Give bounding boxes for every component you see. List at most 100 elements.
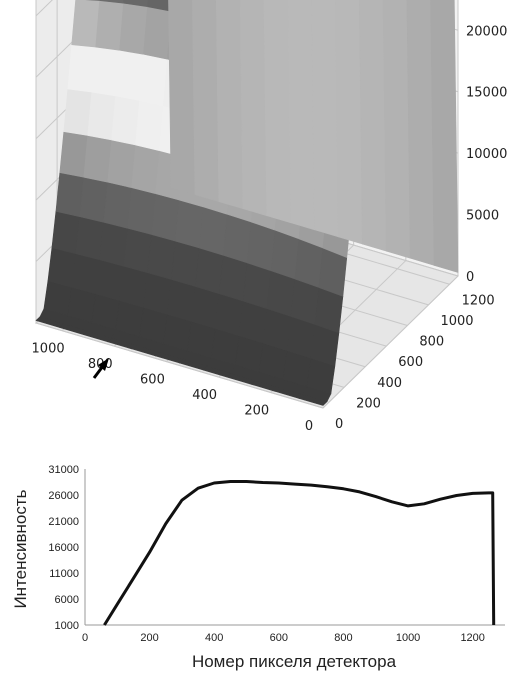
surface-patch (191, 286, 220, 329)
surface-patch (131, 144, 160, 195)
surface-patch (123, 227, 152, 274)
surface-patch (335, 0, 363, 245)
x-tick-label: 600 (140, 373, 165, 388)
y-tick-label: 21000 (48, 516, 79, 528)
arrow-marker (92, 358, 109, 379)
z-tick-label: 15000 (466, 86, 507, 101)
surface-patch (115, 49, 144, 101)
x-tick-label: 1200 (460, 632, 484, 644)
y-axis-label: Интенсивность (11, 489, 30, 608)
y-tick-label: 1200 (462, 293, 495, 308)
surface-patch (95, 0, 124, 51)
surface-patch (83, 135, 112, 183)
z-tick-label: 0 (466, 270, 474, 285)
x-tick-label: 800 (334, 632, 352, 644)
z-tick-label: 5000 (466, 209, 499, 224)
surface-patch (99, 0, 125, 4)
surface-patch (168, 0, 196, 196)
y-tick-label: 31000 (48, 464, 79, 476)
surface-patch (119, 2, 148, 55)
surface-patch (218, 254, 248, 302)
y-tick-label: 6000 (55, 594, 79, 606)
surface-patch (382, 0, 411, 259)
surface-patch (103, 181, 132, 229)
y-tick-label: 16000 (48, 542, 79, 554)
y-tick-label: 11000 (49, 568, 79, 580)
surface-patch (242, 262, 272, 310)
surface-patch (63, 88, 93, 136)
surface-patch (246, 221, 276, 272)
intensity-series (103, 480, 496, 626)
surface-patch (406, 0, 435, 266)
intensity-surface (35, 0, 459, 406)
surface-patch (75, 216, 105, 261)
x-tick-label: 0 (82, 632, 88, 644)
series-line (103, 480, 496, 626)
z-tick-label: 20000 (466, 24, 507, 39)
y-axis-tick-labels: 1000 6000 11000 16000 21000 26000 31000 (48, 464, 79, 632)
surface-patch (111, 95, 140, 146)
surface-plot-3d: 0200400600800100002004006008001000120005… (32, 0, 508, 434)
x-tick-label: 400 (205, 632, 223, 644)
surface-patch (67, 44, 97, 93)
surface-patch (358, 0, 387, 252)
surface-patch (123, 0, 149, 8)
y-tick-label: 600 (398, 355, 423, 370)
x-tick-label: 200 (244, 404, 269, 419)
surface-patch (71, 253, 101, 295)
x-tick-label: 200 (140, 632, 158, 644)
surface-patch (167, 279, 196, 322)
surface-plot-tick-labels: 0200400600800100002004006008001000120005… (32, 24, 508, 434)
surface-patch (119, 265, 148, 308)
surface-patch (287, 0, 315, 231)
surface-patch (151, 193, 180, 242)
x-tick-label: 600 (270, 632, 288, 644)
surface-patch (199, 206, 228, 256)
surface-patch (59, 131, 89, 178)
surface-patch (87, 91, 116, 141)
surface-patch (239, 0, 268, 217)
z-tick-label: 10000 (466, 147, 507, 162)
surface-patch (107, 139, 136, 189)
grid-line (322, 275, 459, 409)
intensity-profile-chart: 1000 6000 11000 16000 21000 26000 31000 0 200 40… (11, 464, 505, 671)
surface-patch (143, 6, 172, 60)
surface-patch (91, 46, 120, 97)
surface-patch (135, 100, 164, 152)
surface-patch (127, 187, 156, 235)
y-tick-label: 200 (356, 396, 381, 411)
surface-patch (71, 0, 100, 48)
y-tick-label: 1000 (440, 314, 473, 329)
surface-patch (263, 0, 291, 224)
surface-patch (147, 234, 176, 280)
x-axis-label: Номер пикселя детектора (192, 652, 397, 671)
chart-frame (84, 469, 505, 626)
x-tick-label: 1000 (396, 632, 420, 644)
surface-patch (143, 272, 172, 315)
surface-patch (215, 0, 244, 210)
surface-patch (95, 259, 124, 301)
surface-patch (430, 0, 459, 273)
surface-patch (85, 0, 100, 1)
surface-patch (51, 211, 81, 255)
surface-patch (79, 176, 109, 223)
surface-patch (195, 247, 224, 295)
x-tick-label: 400 (192, 388, 217, 403)
surface-patch (55, 172, 85, 218)
y-tick-label: 26000 (48, 490, 79, 502)
surface-patch (311, 0, 339, 238)
surface-patch (47, 247, 77, 288)
surface-patch (99, 221, 128, 267)
x-axis-tick-labels: 0 200 400 600 800 1000 1200 (82, 632, 485, 644)
y-tick-label: 800 (419, 335, 444, 350)
x-tick-label: 1000 (32, 342, 65, 357)
surface-patch (192, 0, 220, 203)
y-tick-label: 1000 (55, 620, 79, 632)
y-tick-label: 400 (377, 376, 402, 391)
grid-line (35, 322, 324, 409)
surface-patch (175, 199, 204, 249)
y-tick-label: 0 (335, 417, 343, 432)
x-tick-label: 0 (305, 419, 313, 434)
surface-patch (222, 213, 252, 264)
surface-patch (171, 240, 200, 287)
